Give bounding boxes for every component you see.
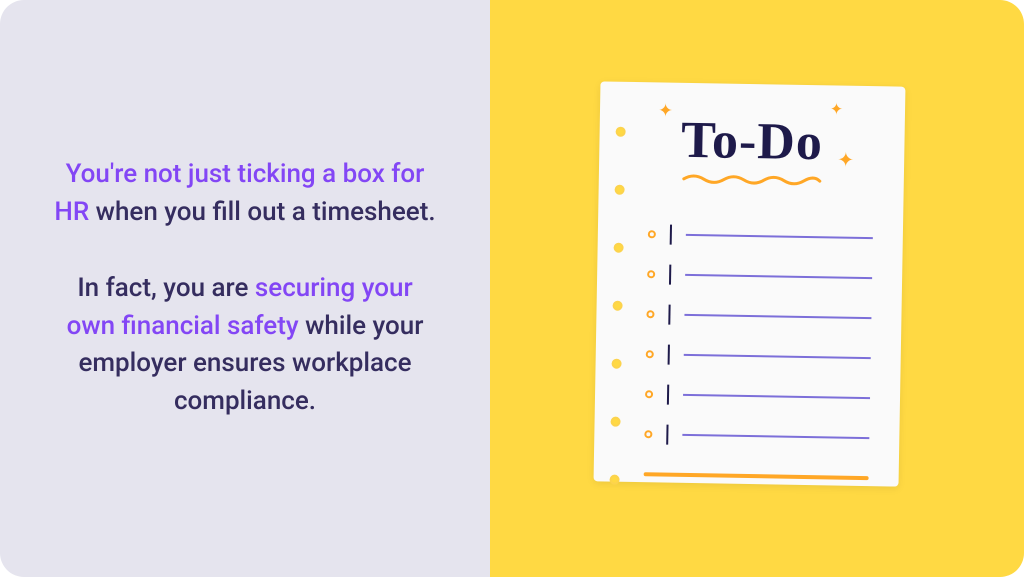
paragraph-1: You're not just ticking a box for HR whe… <box>50 156 440 231</box>
paragraph-2: In fact, you are securing your own finan… <box>50 270 440 421</box>
line-horizontal <box>685 273 872 278</box>
star-icon: ✦ <box>658 100 673 121</box>
notepad-lines <box>594 195 904 468</box>
normal-text: In fact, you are <box>77 273 255 303</box>
notepad-line <box>644 414 870 458</box>
line-horizontal <box>682 433 869 438</box>
line-dot-icon <box>646 310 654 318</box>
notepad-hole <box>612 358 622 368</box>
notepad-line <box>648 214 874 258</box>
line-dot-icon <box>647 270 655 278</box>
line-tick <box>667 384 669 404</box>
line-dot-icon <box>645 390 653 398</box>
line-tick <box>669 264 671 284</box>
notepad: ✦ ✦ ✦ To-Do <box>594 81 906 486</box>
star-icon: ✦ <box>829 99 843 118</box>
notepad-line <box>647 254 873 298</box>
notepad-hole <box>609 474 619 484</box>
line-tick <box>670 224 672 244</box>
line-horizontal <box>683 393 870 398</box>
line-horizontal <box>684 313 871 318</box>
line-dot-icon <box>644 430 652 438</box>
illustration-panel: ✦ ✦ ✦ To-Do <box>490 0 1024 577</box>
line-tick <box>668 344 670 364</box>
normal-text: when you fill out a timesheet. <box>89 197 435 227</box>
wavy-underline-icon <box>681 172 821 186</box>
notepad-line <box>645 334 871 378</box>
notepad-line <box>646 294 872 338</box>
bottom-line <box>644 472 869 480</box>
line-dot-icon <box>648 230 656 238</box>
notepad-hole <box>614 242 624 252</box>
notepad-hole <box>613 300 623 310</box>
line-tick <box>666 424 668 444</box>
line-dot-icon <box>646 350 654 358</box>
text-panel: You're not just ticking a box for HR whe… <box>0 0 490 577</box>
line-horizontal <box>686 233 873 238</box>
star-icon: ✦ <box>837 147 854 171</box>
line-tick <box>668 304 670 324</box>
notepad-line <box>645 374 871 418</box>
notepad-header: ✦ ✦ ✦ To-Do <box>599 81 906 200</box>
notepad-title: To-Do <box>599 109 905 173</box>
infographic-container: You're not just ticking a box for HR whe… <box>0 0 1024 577</box>
line-horizontal <box>684 353 871 358</box>
notepad-wrapper: ✦ ✦ ✦ To-Do <box>597 84 917 494</box>
notepad-hole <box>610 416 620 426</box>
